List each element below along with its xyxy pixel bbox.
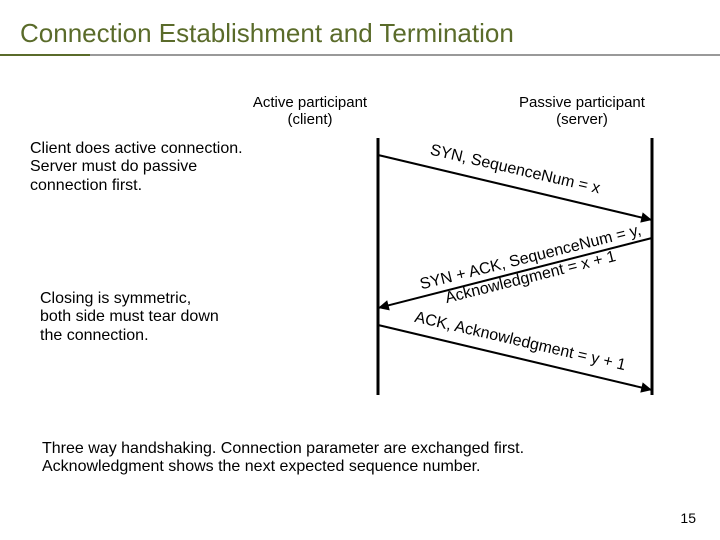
page-number: 15 bbox=[680, 510, 696, 526]
handshake-diagram bbox=[0, 0, 720, 540]
